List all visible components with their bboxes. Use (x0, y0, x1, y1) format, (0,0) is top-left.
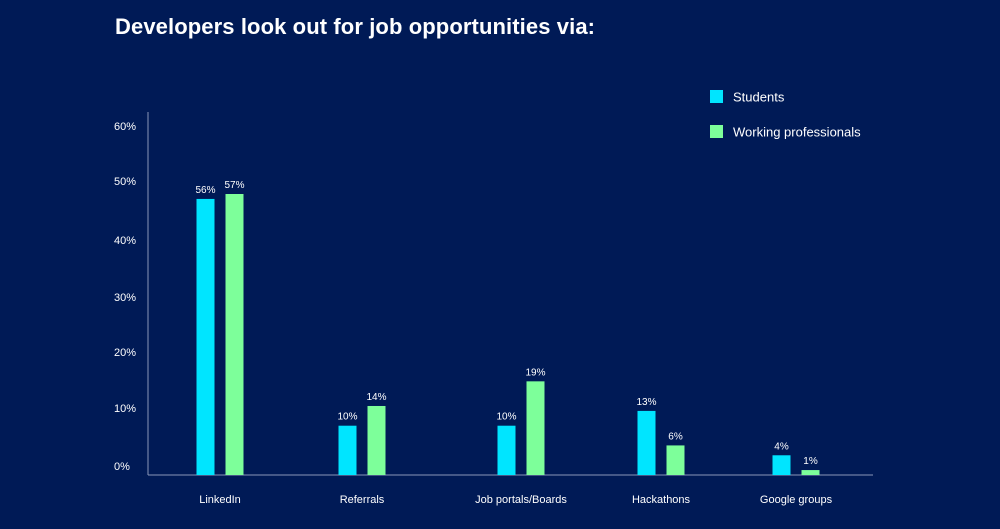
y-tick-label: 20% (114, 347, 136, 359)
legend-swatch (710, 125, 723, 138)
y-tick-label: 10% (114, 403, 136, 415)
data-label: 57% (224, 180, 244, 191)
bars (196, 194, 820, 476)
bar-students (637, 410, 656, 475)
y-tick-label: 0% (114, 461, 130, 473)
bar-working-professionals (666, 445, 685, 475)
data-label: 13% (636, 397, 656, 408)
data-label: 14% (366, 392, 386, 403)
bar-working-professionals (526, 381, 545, 475)
legend-label: Students (733, 90, 785, 105)
data-label: 10% (496, 412, 516, 423)
data-label: 56% (195, 185, 215, 196)
category-label: Job portals/Boards (475, 494, 567, 506)
bar-working-professionals (225, 194, 244, 475)
bar-students (497, 425, 516, 475)
legend: Students Working professionals (710, 90, 861, 140)
y-tick-label: 40% (114, 235, 136, 247)
y-tick-label: 60% (114, 121, 136, 133)
chart-title: Developers look out for job opportunitie… (115, 14, 596, 39)
category-label: LinkedIn (199, 494, 241, 506)
data-label: 6% (668, 431, 683, 442)
bar-students (196, 198, 215, 476)
y-tick-label: 50% (114, 176, 136, 188)
bar-working-professionals (801, 470, 820, 475)
bar-students (338, 425, 357, 475)
category-label: Hackathons (632, 494, 691, 506)
bar-students (772, 455, 791, 475)
category-label: Google groups (760, 494, 833, 506)
legend-label: Working professionals (733, 125, 861, 140)
data-labels: 56% 57% 10% 14% 10% 19% 13% 6% 4% 1% (195, 180, 817, 467)
bar-working-professionals (367, 405, 386, 475)
data-label: 1% (803, 456, 818, 467)
data-label: 19% (525, 367, 545, 378)
y-tick-label: 30% (114, 292, 136, 304)
data-label: 10% (337, 412, 357, 423)
legend-swatch (710, 90, 723, 103)
category-labels: LinkedIn Referrals Job portals/Boards Hacka… (199, 494, 832, 506)
category-label: Referrals (340, 494, 385, 506)
data-label: 4% (774, 441, 789, 452)
